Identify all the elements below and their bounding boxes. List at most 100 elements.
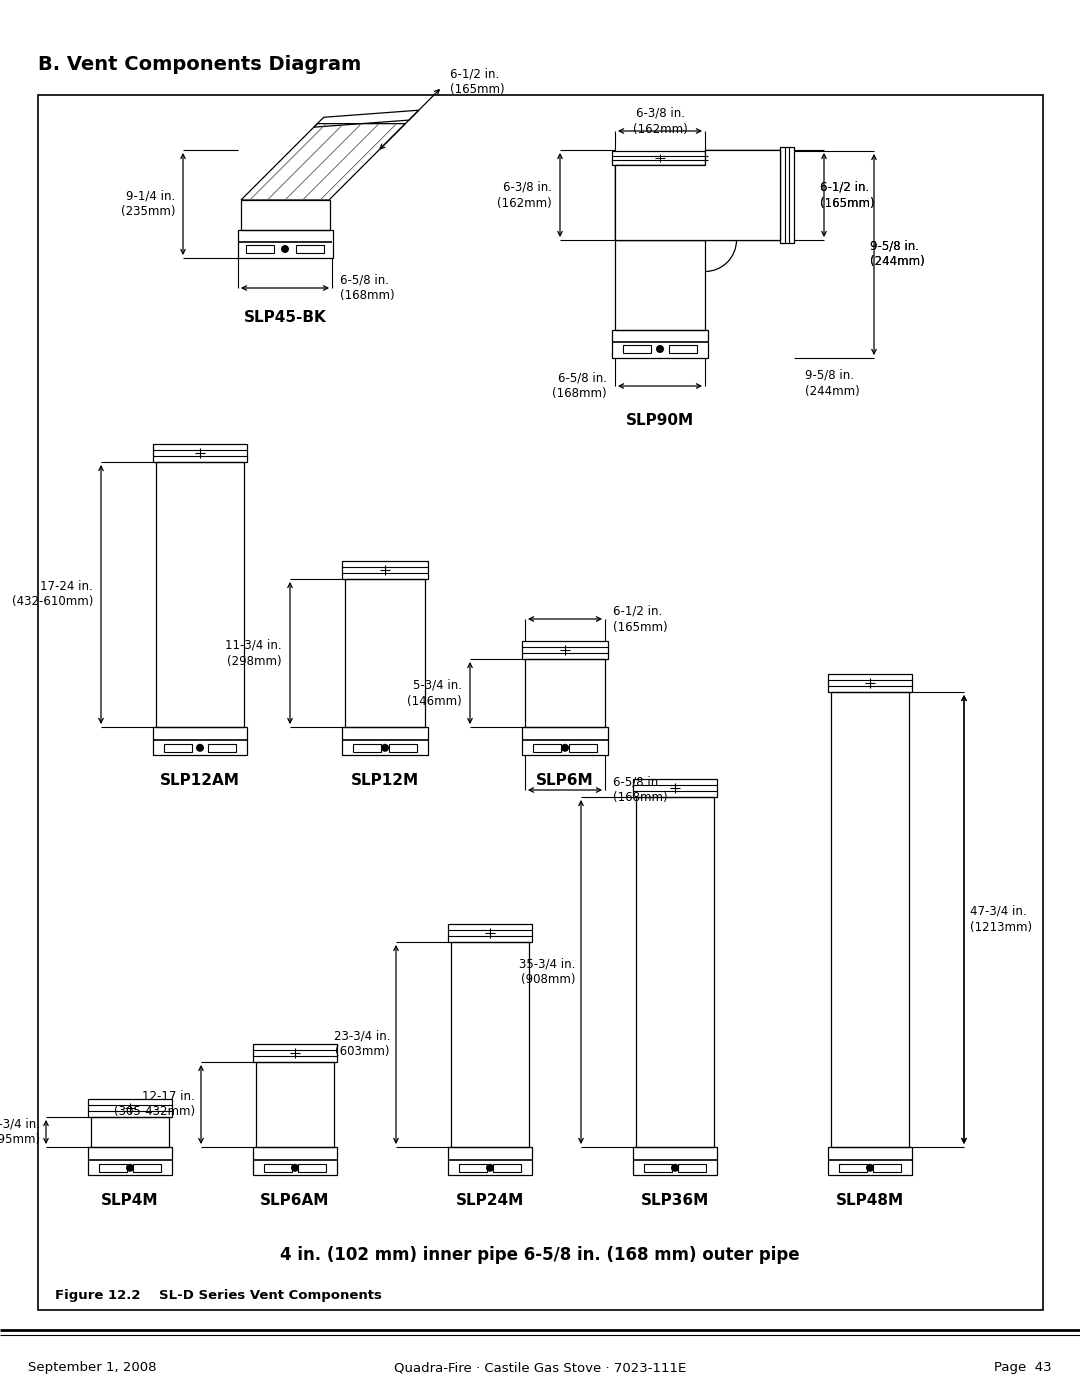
Text: 6-5/8 in.
(168mm): 6-5/8 in. (168mm) — [552, 372, 607, 401]
Text: SLP48M: SLP48M — [836, 1193, 904, 1208]
Bar — [831, 692, 909, 1147]
Bar — [246, 244, 274, 253]
Bar — [623, 345, 651, 353]
Text: SLP36M: SLP36M — [640, 1193, 710, 1208]
Text: 23-3/4 in.
(603mm): 23-3/4 in. (603mm) — [334, 1030, 390, 1059]
Text: 35-3/4 in.
(908mm): 35-3/4 in. (908mm) — [518, 957, 575, 986]
Text: SLP90M: SLP90M — [626, 414, 694, 427]
Bar — [296, 244, 324, 253]
Ellipse shape — [486, 1164, 494, 1172]
Text: 6-1/2 in.
(165mm): 6-1/2 in. (165mm) — [613, 605, 667, 633]
Bar — [839, 1164, 867, 1172]
Text: 6-5/8 in.
(168mm): 6-5/8 in. (168mm) — [613, 775, 667, 805]
Bar — [342, 726, 428, 754]
Text: 6-3/8 in.
(162mm): 6-3/8 in. (162mm) — [497, 180, 552, 210]
Bar — [238, 231, 333, 258]
Ellipse shape — [195, 743, 204, 752]
Bar — [99, 1164, 127, 1172]
Text: 17-24 in.
(432-610mm): 17-24 in. (432-610mm) — [12, 580, 93, 609]
Bar — [678, 1164, 706, 1172]
Bar — [522, 726, 608, 754]
Text: 12-17 in.
(305-432mm): 12-17 in. (305-432mm) — [113, 1090, 195, 1119]
Bar — [828, 673, 912, 692]
Text: 9-5/8 in.
(244mm): 9-5/8 in. (244mm) — [805, 369, 860, 398]
Text: Figure 12.2    SL-D Series Vent Components: Figure 12.2 SL-D Series Vent Components — [55, 1288, 382, 1302]
Bar — [669, 345, 697, 353]
Bar — [615, 149, 705, 240]
Bar — [389, 743, 417, 752]
Bar — [636, 798, 714, 1147]
Ellipse shape — [561, 743, 569, 752]
Text: September 1, 2008: September 1, 2008 — [28, 1362, 157, 1375]
Bar — [342, 562, 428, 578]
Bar — [644, 1164, 672, 1172]
Bar — [153, 444, 247, 462]
Bar — [133, 1164, 161, 1172]
Text: SLP45-BK: SLP45-BK — [244, 310, 326, 326]
Bar — [569, 743, 597, 752]
Text: SLP12M: SLP12M — [351, 773, 419, 788]
Bar — [208, 743, 237, 752]
Text: B. Vent Components Diagram: B. Vent Components Diagram — [38, 56, 361, 74]
Bar — [87, 1099, 172, 1118]
Ellipse shape — [671, 1164, 679, 1172]
Text: 9-5/8 in.
(244mm): 9-5/8 in. (244mm) — [870, 239, 924, 268]
Text: SLP6AM: SLP6AM — [260, 1193, 329, 1208]
Bar — [353, 743, 381, 752]
Bar — [298, 1164, 326, 1172]
Text: 6-1/2 in.
(165mm): 6-1/2 in. (165mm) — [820, 180, 875, 210]
Bar — [612, 330, 708, 358]
Bar — [448, 923, 532, 942]
Bar — [534, 743, 561, 752]
Bar — [448, 1147, 532, 1175]
Text: SLP24M: SLP24M — [456, 1193, 524, 1208]
Bar — [451, 942, 529, 1147]
Bar — [345, 578, 426, 726]
Ellipse shape — [866, 1164, 874, 1172]
Text: SLP12AM: SLP12AM — [160, 773, 240, 788]
Bar — [780, 147, 794, 243]
Bar — [525, 659, 605, 726]
Ellipse shape — [656, 345, 664, 353]
Text: SLP6M: SLP6M — [536, 773, 594, 788]
Polygon shape — [615, 149, 780, 240]
Bar — [253, 1147, 337, 1175]
Text: 6-3/8 in.
(162mm): 6-3/8 in. (162mm) — [633, 106, 687, 136]
Bar — [633, 1147, 717, 1175]
Text: 11-3/4 in.
(298mm): 11-3/4 in. (298mm) — [226, 638, 282, 668]
Text: 6-1/2 in.
(165mm): 6-1/2 in. (165mm) — [450, 67, 504, 96]
Bar — [612, 151, 708, 165]
Ellipse shape — [381, 743, 389, 752]
Text: SLP4M: SLP4M — [102, 1193, 159, 1208]
Ellipse shape — [291, 1164, 299, 1172]
Bar — [615, 240, 705, 330]
Bar — [38, 95, 1043, 1310]
Text: 5-3/4 in.
(146mm): 5-3/4 in. (146mm) — [407, 679, 462, 707]
Bar — [459, 1164, 487, 1172]
Bar — [522, 641, 608, 659]
Bar — [164, 743, 192, 752]
Bar — [153, 726, 247, 754]
Bar — [828, 1147, 912, 1175]
Bar — [253, 1044, 337, 1062]
Bar — [633, 780, 717, 798]
Ellipse shape — [281, 244, 289, 253]
Bar — [241, 200, 330, 231]
Text: 47-3/4 in.
(1213mm): 47-3/4 in. (1213mm) — [970, 904, 1032, 933]
Text: 9-1/4 in.
(235mm): 9-1/4 in. (235mm) — [121, 190, 175, 218]
Bar — [264, 1164, 292, 1172]
Bar — [615, 165, 705, 240]
Text: 6-5/8 in.
(168mm): 6-5/8 in. (168mm) — [340, 274, 394, 303]
Bar — [156, 462, 244, 726]
Text: Page  43: Page 43 — [995, 1362, 1052, 1375]
Bar — [705, 149, 780, 240]
Ellipse shape — [126, 1164, 134, 1172]
Bar — [87, 1147, 172, 1175]
Bar — [873, 1164, 901, 1172]
Text: 3-3/4 in.
(95mm): 3-3/4 in. (95mm) — [0, 1118, 40, 1147]
Text: 6-1/2 in.
(165mm): 6-1/2 in. (165mm) — [820, 180, 875, 210]
Bar — [256, 1062, 334, 1147]
Bar — [492, 1164, 521, 1172]
Text: Quadra-Fire · Castile Gas Stove · 7023-111E: Quadra-Fire · Castile Gas Stove · 7023-1… — [394, 1362, 686, 1375]
Text: 4 in. (102 mm) inner pipe 6-5/8 in. (168 mm) outer pipe: 4 in. (102 mm) inner pipe 6-5/8 in. (168… — [280, 1246, 800, 1264]
